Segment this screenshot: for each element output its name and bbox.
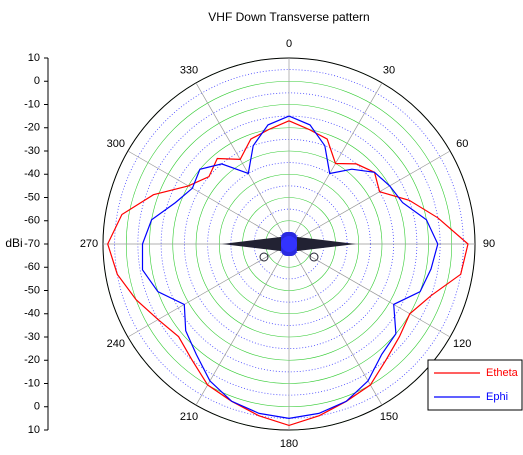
legend-box bbox=[427, 359, 523, 411]
r-tick-label: -20 bbox=[24, 354, 40, 366]
series-line bbox=[107, 120, 469, 427]
radial-grid-line bbox=[127, 243, 290, 338]
radial-grid-line bbox=[288, 150, 451, 245]
radial-grid-line bbox=[195, 243, 290, 406]
legend-label: Ephi bbox=[486, 391, 508, 403]
radial-grid-line bbox=[288, 243, 383, 406]
r-tick-label: 10 bbox=[28, 424, 40, 436]
series-line bbox=[141, 115, 439, 420]
r-tick-label: 0 bbox=[34, 75, 40, 87]
angle-tick-label: 300 bbox=[107, 138, 125, 150]
legend-label: Etheta bbox=[486, 367, 519, 379]
angle-tick-label: 270 bbox=[80, 238, 98, 250]
angle-tick-label: 90 bbox=[483, 238, 495, 250]
angle-tick-label: 0 bbox=[286, 38, 292, 50]
airplane-icon bbox=[222, 232, 356, 262]
r-tick-label: 0 bbox=[34, 401, 40, 413]
r-tick-label: -40 bbox=[24, 308, 40, 320]
angle-tick-label: 150 bbox=[380, 411, 398, 423]
r-tick-label: -50 bbox=[24, 191, 40, 203]
radial-grid-line bbox=[127, 150, 290, 245]
r-tick-label: -10 bbox=[24, 377, 40, 389]
r-tick-label: -30 bbox=[24, 331, 40, 343]
r-tick-label: -70 bbox=[24, 238, 40, 250]
angle-tick-label: 210 bbox=[180, 411, 198, 423]
angle-tick-label: 330 bbox=[180, 65, 198, 77]
axis-label: dBi bbox=[5, 236, 22, 250]
angle-tick-label: 30 bbox=[383, 65, 395, 77]
r-tick-label: -50 bbox=[24, 284, 40, 296]
r-tick-label: -60 bbox=[24, 261, 40, 273]
r-tick-label: -10 bbox=[24, 98, 40, 110]
r-tick-label: 10 bbox=[28, 52, 40, 64]
r-tick-label: -20 bbox=[24, 122, 40, 134]
angle-tick-label: 60 bbox=[456, 138, 468, 150]
r-tick-label: -40 bbox=[24, 168, 40, 180]
r-tick-label: -30 bbox=[24, 145, 40, 157]
angle-tick-label: 240 bbox=[107, 338, 125, 350]
chart-title: VHF Down Transverse pattern bbox=[208, 10, 369, 24]
angle-tick-label: 120 bbox=[453, 338, 471, 350]
radial-grid-line bbox=[288, 243, 451, 338]
angle-tick-label: 180 bbox=[280, 438, 298, 450]
radial-grid-line bbox=[195, 82, 290, 245]
r-tick-label: -60 bbox=[24, 215, 40, 227]
